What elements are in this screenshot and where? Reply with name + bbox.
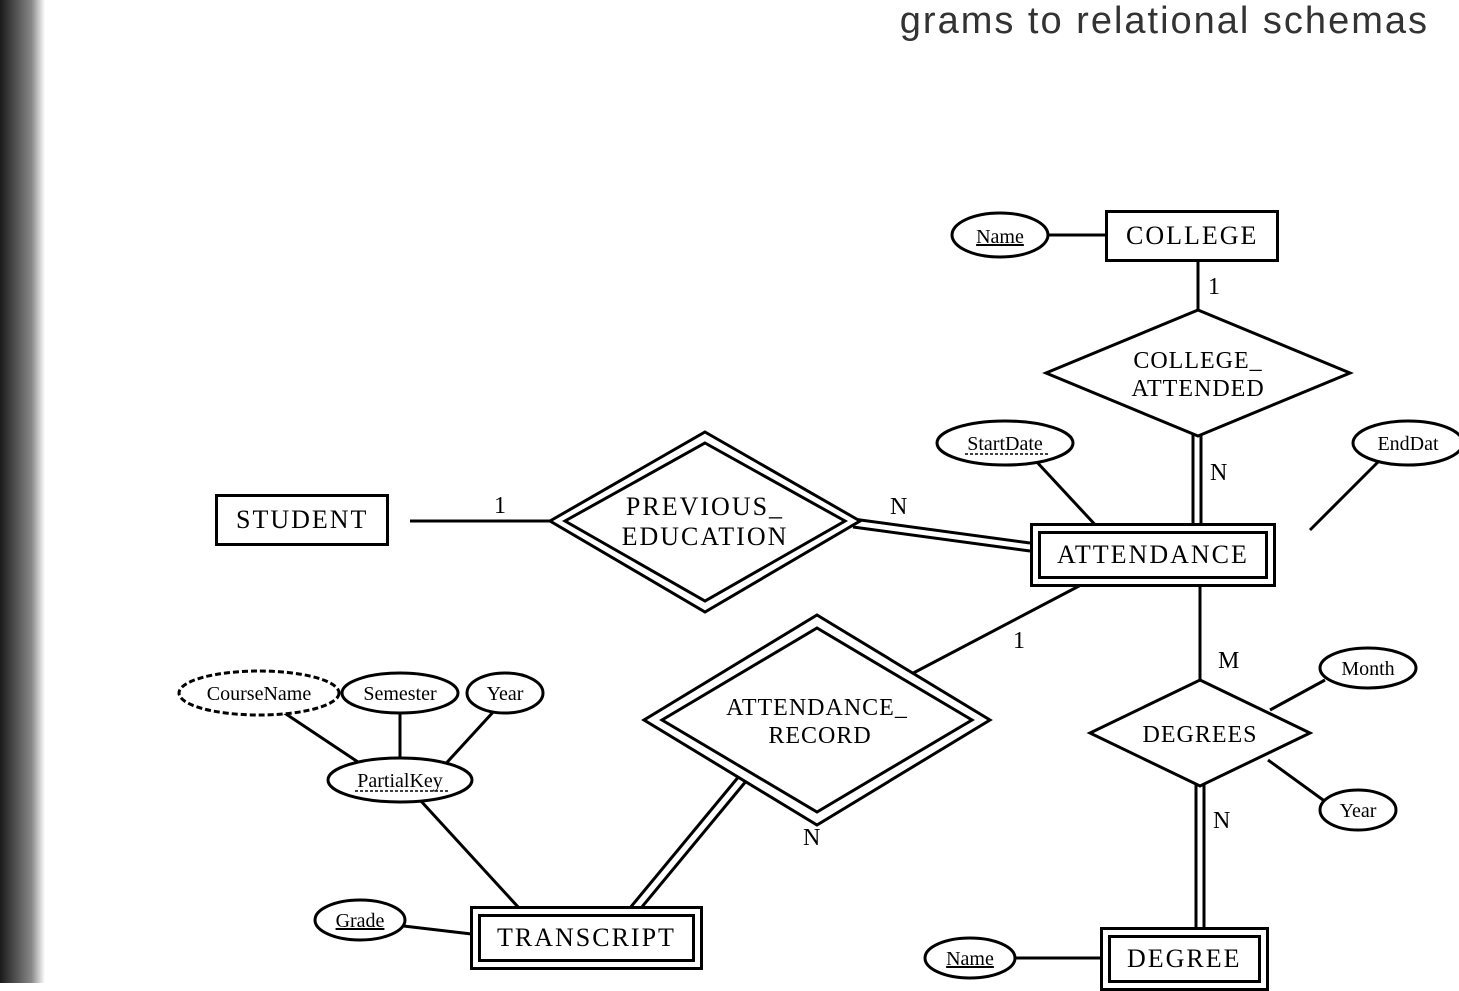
- svg-text:Year: Year: [1340, 800, 1377, 822]
- cardinality-label: N: [803, 825, 820, 852]
- svg-text:ATTENDED: ATTENDED: [1131, 376, 1264, 402]
- svg-text:Name: Name: [946, 948, 994, 970]
- cardinality-label: 1: [1208, 274, 1220, 301]
- entity-student: STUDENT: [215, 494, 389, 546]
- svg-text:Name: Name: [976, 226, 1024, 248]
- entity-label: STUDENT: [236, 505, 368, 535]
- svg-text:Year: Year: [487, 683, 524, 705]
- entity-transcript-weak: TRANSCRIPT: [470, 906, 703, 970]
- svg-text:ATTENDANCE_: ATTENDANCE_: [726, 695, 908, 721]
- svg-text:EndDat: EndDat: [1377, 433, 1439, 455]
- cardinality-label: N: [890, 494, 907, 521]
- cardinality-label: N: [1213, 808, 1230, 835]
- svg-text:RECORD: RECORD: [768, 723, 871, 749]
- svg-text:Grade: Grade: [336, 910, 385, 932]
- entity-label: TRANSCRIPT: [497, 923, 676, 952]
- svg-text:StartDate: StartDate: [967, 433, 1043, 455]
- cardinality-label: M: [1218, 648, 1239, 675]
- cardinality-label: 1: [494, 493, 506, 520]
- cardinality-label: 1: [1013, 628, 1025, 655]
- entity-label: ATTENDANCE: [1057, 540, 1249, 569]
- svg-text:CourseName: CourseName: [207, 683, 312, 705]
- cardinality-label: N: [1210, 460, 1227, 487]
- svg-text:PREVIOUS_: PREVIOUS_: [626, 492, 784, 521]
- er-diagram-svg: PREVIOUS_ EDUCATION COLLEGE_ ATTENDED AT…: [0, 0, 1459, 983]
- svg-text:DEGREES: DEGREES: [1143, 722, 1258, 748]
- entity-attendance-weak: ATTENDANCE: [1030, 523, 1276, 587]
- svg-text:EDUCATION: EDUCATION: [622, 522, 789, 551]
- svg-text:PartialKey: PartialKey: [357, 770, 443, 792]
- svg-text:Month: Month: [1341, 658, 1394, 680]
- entity-degree-weak: DEGREE: [1100, 927, 1269, 991]
- entity-label: DEGREE: [1127, 944, 1242, 973]
- entity-label: COLLEGE: [1126, 221, 1258, 251]
- entity-college: COLLEGE: [1105, 210, 1279, 262]
- svg-text:COLLEGE_: COLLEGE_: [1133, 348, 1262, 374]
- svg-text:Semester: Semester: [363, 683, 437, 705]
